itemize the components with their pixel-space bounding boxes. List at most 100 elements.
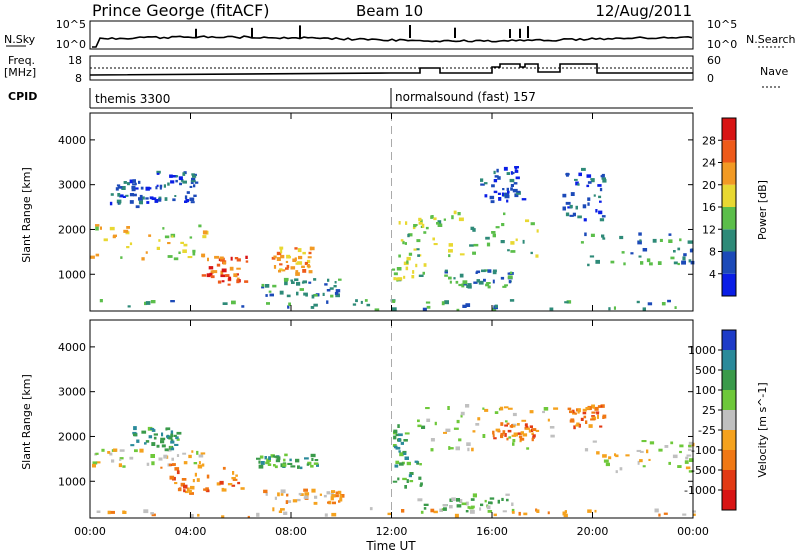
heatmap-cell — [553, 407, 559, 410]
heatmap-cell — [178, 251, 181, 254]
heatmap-cell — [484, 499, 487, 503]
heatmap-cell — [494, 411, 499, 414]
heatmap-cell — [484, 269, 488, 272]
heatmap-cell — [285, 267, 289, 270]
noise-spikes — [195, 24, 529, 38]
power-heatmap-cells — [90, 166, 695, 312]
heatmap-cell — [107, 510, 111, 515]
heatmap-cell — [323, 494, 327, 498]
heatmap-cell — [430, 448, 434, 452]
x-tick-label: 00:00 — [677, 525, 709, 538]
colorbar-tick-label: -25 — [698, 424, 716, 437]
heatmap-cell — [307, 256, 312, 259]
heatmap-cell — [329, 287, 334, 290]
heatmap-cell — [504, 424, 508, 427]
heatmap-cell — [170, 300, 175, 303]
heatmap-cell — [430, 438, 435, 442]
heatmap-cell — [507, 275, 513, 279]
heatmap-cell — [456, 504, 462, 508]
heatmap-cell — [417, 424, 422, 428]
heatmap-cell — [404, 485, 407, 489]
heatmap-cell — [433, 217, 437, 221]
heatmap-cell — [127, 182, 130, 186]
heatmap-cell — [649, 441, 655, 445]
heatmap-cell — [525, 425, 529, 429]
heatmap-cell — [484, 182, 488, 185]
heatmap-cell — [496, 168, 499, 173]
heatmap-cell — [131, 185, 136, 190]
heatmap-cell — [219, 480, 224, 485]
heatmap-cell — [510, 271, 513, 275]
heatmap-cell — [118, 463, 122, 468]
heatmap-cell — [587, 197, 591, 201]
heatmap-cell — [174, 195, 177, 197]
heatmap-cell — [160, 440, 165, 444]
heatmap-cell — [228, 276, 232, 281]
heatmap-cell — [164, 197, 168, 201]
heatmap-cell — [387, 512, 391, 516]
heatmap-cell — [219, 256, 224, 260]
heatmap-cell — [369, 507, 373, 511]
heatmap-cell — [404, 432, 410, 435]
heatmap-cell — [290, 279, 294, 282]
heatmap-cell — [521, 198, 527, 201]
heatmap-cell — [398, 450, 401, 453]
heatmap-cell — [176, 470, 180, 475]
heatmap-cell — [575, 205, 578, 210]
beam-label: Beam 10 — [356, 2, 423, 20]
heatmap-cell — [425, 226, 429, 230]
heatmap-cell — [138, 197, 143, 201]
heatmap-cell — [273, 464, 276, 467]
heatmap-cell — [129, 179, 134, 184]
heatmap-cell — [307, 461, 312, 465]
heatmap-cell — [309, 246, 315, 251]
heatmap-cell — [487, 510, 493, 513]
heatmap-cell — [180, 241, 184, 244]
heatmap-cell — [335, 491, 339, 494]
heatmap-cell — [430, 215, 433, 219]
heatmap-cell — [162, 227, 165, 230]
heatmap-cell — [492, 233, 496, 238]
heatmap-cell — [673, 250, 676, 253]
heatmap-cell — [564, 301, 569, 304]
heatmap-cell — [259, 455, 264, 459]
heatmap-cell — [284, 281, 288, 286]
power-y-ticks: 1000 2000 3000 4000 — [58, 134, 693, 281]
heatmap-cell — [658, 513, 661, 517]
heatmap-cell — [689, 458, 694, 462]
page-title: Prince George (fitACF) — [92, 1, 270, 20]
heatmap-cell — [442, 504, 447, 507]
heatmap-cell — [600, 404, 605, 408]
heatmap-cell — [423, 507, 427, 510]
heatmap-cell — [595, 259, 600, 264]
heatmap-cell — [352, 303, 357, 306]
heatmap-cell — [677, 247, 681, 251]
y-tick-label: 3000 — [58, 386, 86, 399]
colorbar-tick-label: -100 — [691, 444, 716, 457]
heatmap-cell — [659, 238, 663, 242]
heatmap-cell — [232, 478, 238, 481]
heatmap-cell — [569, 410, 574, 414]
heatmap-cell — [279, 246, 284, 250]
heatmap-cell — [182, 172, 186, 176]
heatmap-cell — [297, 261, 303, 265]
heatmap-cell — [408, 233, 413, 237]
heatmap-cell — [598, 210, 603, 215]
heatmap-cell — [521, 419, 527, 422]
freq-right-tick-top: 60 — [707, 54, 721, 67]
heatmap-cell — [227, 283, 231, 286]
heatmap-cell — [493, 190, 498, 194]
heatmap-cell — [566, 300, 572, 304]
noise-left-label: N.Sky — [4, 33, 36, 46]
heatmap-cell — [447, 406, 450, 410]
heatmap-cell — [328, 500, 332, 505]
heatmap-cell — [437, 220, 442, 225]
heatmap-cell — [434, 421, 437, 426]
heatmap-cell — [492, 269, 497, 273]
heatmap-cell — [165, 427, 168, 431]
heatmap-cell — [479, 507, 482, 511]
colorbar-swatch — [722, 229, 736, 252]
heatmap-cell — [636, 449, 642, 452]
heatmap-cell — [572, 212, 576, 217]
heatmap-cell — [688, 448, 692, 451]
